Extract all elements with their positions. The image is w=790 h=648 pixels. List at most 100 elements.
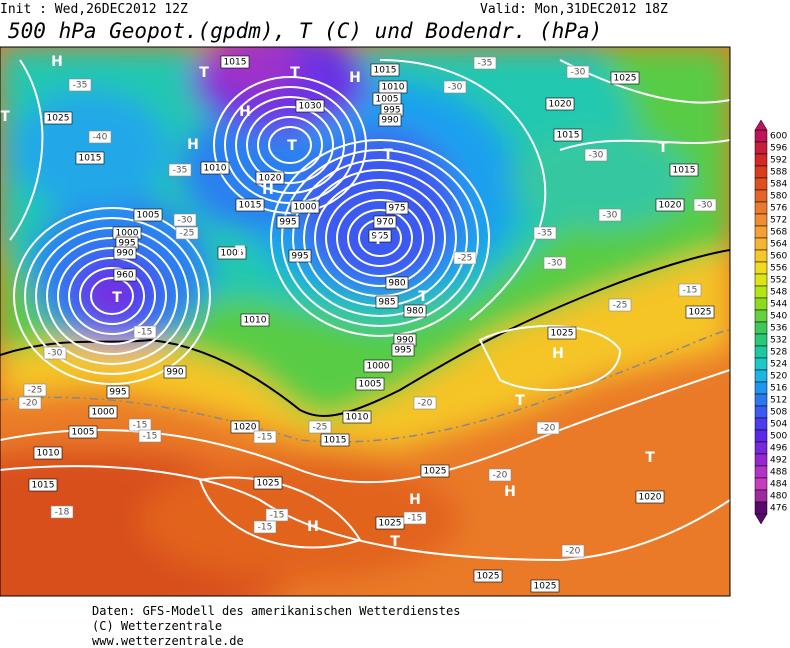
pressure-label-box <box>378 113 402 127</box>
temperature-label: -20 <box>566 547 581 557</box>
temperature-label-box <box>18 396 42 410</box>
scale-label: 516 <box>770 384 787 394</box>
footer-url: www.wetterzentrale.de <box>92 634 244 648</box>
scale-swatch <box>754 345 768 359</box>
temperature-label-box <box>168 163 192 177</box>
temperature-label-box <box>133 325 157 339</box>
pressure-label-box <box>235 198 265 212</box>
temperature-label-box <box>543 256 567 270</box>
scale-label: 492 <box>770 456 787 466</box>
temperature-label: -35 <box>73 81 88 91</box>
pressure-label: 970 <box>376 218 393 228</box>
pressure-label: 1025 <box>689 308 712 318</box>
temperature-label-box <box>533 226 557 240</box>
scale-label: 556 <box>770 264 787 274</box>
temperature-label-box <box>253 430 277 444</box>
scale-label: 576 <box>770 204 787 214</box>
pressure-label: 1025 <box>534 582 557 592</box>
pressure-label: 1010 <box>37 449 60 459</box>
isobar-ring <box>35 227 189 365</box>
pressure-label-box <box>368 229 392 243</box>
pressure-label-box <box>88 405 118 419</box>
pressure-label-box <box>635 490 665 504</box>
pressure-label-box <box>200 161 230 175</box>
temperature-label-box <box>443 80 467 94</box>
pressure-label-box <box>355 377 385 391</box>
pressure-center-marker: T <box>112 290 122 306</box>
scale-label: 560 <box>770 252 787 262</box>
pressure-label: 995 <box>394 346 411 356</box>
isobar-ring <box>347 209 413 267</box>
pressure-label: 985 <box>378 298 395 308</box>
scale-swatch <box>754 153 768 167</box>
pressure-label-box <box>230 420 260 434</box>
pressure-label-box <box>373 215 397 229</box>
pressure-label: 1025 <box>379 519 402 529</box>
scale-swatch <box>754 489 768 503</box>
isobar-ring <box>213 76 367 214</box>
pressure-label: 1010 <box>244 316 267 326</box>
temperature-label: -15 <box>138 328 153 338</box>
temperature-label: -30 <box>603 211 618 221</box>
temperature-label: -30 <box>548 259 563 269</box>
pressure-label-box <box>385 201 409 215</box>
temperature-label-box <box>453 251 477 265</box>
temperature-label: -20 <box>418 399 433 409</box>
temperature-label: -30 <box>589 151 604 161</box>
temperature-label-box <box>584 148 608 162</box>
pressure-center-marker: T <box>383 147 393 163</box>
temperature-label-box <box>88 130 112 144</box>
isobar-ring <box>68 257 156 335</box>
temperature-label: -25 <box>180 229 195 239</box>
isobar-ring <box>246 106 334 184</box>
temperature-label: -15 <box>258 523 273 533</box>
pressure-label: 1025 <box>477 572 500 582</box>
scale-label: 568 <box>770 228 787 238</box>
pressure-label-box <box>473 569 503 583</box>
scale-swatch <box>754 165 768 179</box>
temperature-label-box <box>138 429 162 443</box>
isobar-ring <box>281 149 479 327</box>
scale-label: 536 <box>770 324 787 334</box>
pressure-center-marker: H <box>262 182 274 198</box>
isobar-ring <box>224 86 356 204</box>
temperature-label-box <box>23 383 47 397</box>
pressure-center-marker: T <box>390 534 400 550</box>
temperature-label-box <box>473 56 497 70</box>
pressure-label: 960 <box>116 271 133 281</box>
pressure-label-box <box>255 171 285 185</box>
pressure-center-marker: T <box>658 140 668 156</box>
pressure-label: 975 <box>388 204 405 214</box>
temperature-label: -35 <box>173 166 188 176</box>
pressure-label: 1005 <box>72 428 95 438</box>
pressure-label: 1005 <box>137 211 160 221</box>
temperature-label: -20 <box>541 424 556 434</box>
scale-label: 488 <box>770 468 787 478</box>
pressure-label: 1025 <box>424 467 447 477</box>
scale-swatch <box>754 465 768 479</box>
scale-swatch <box>754 237 768 251</box>
isobar-ring <box>268 126 312 164</box>
temperature-label-box <box>265 508 289 522</box>
scale-label: 496 <box>770 444 787 454</box>
temperature-label-box <box>413 396 437 410</box>
pressure-label: 1015 <box>673 166 696 176</box>
pressure-center-marker: H <box>409 492 421 508</box>
pressure-label-box <box>220 55 250 69</box>
pressure-label: 995 <box>279 218 296 228</box>
scale-swatch <box>754 477 768 491</box>
pressure-center-marker: T <box>235 244 245 260</box>
temperature-label: -15 <box>270 511 285 521</box>
scale-swatch <box>754 273 768 287</box>
temperature-label-box <box>598 208 622 222</box>
pressure-label: 1000 <box>92 408 115 418</box>
init-time: Init : Wed,26DEC2012 12Z <box>0 2 188 17</box>
scale-label: 572 <box>770 216 787 226</box>
pressure-label: 1010 <box>204 164 227 174</box>
isobar-ring <box>270 139 490 337</box>
pressure-center-marker: H <box>504 484 516 500</box>
pressure-label: 1025 <box>551 329 574 339</box>
pressure-label-box <box>295 99 325 113</box>
isobar-ring <box>292 159 468 317</box>
